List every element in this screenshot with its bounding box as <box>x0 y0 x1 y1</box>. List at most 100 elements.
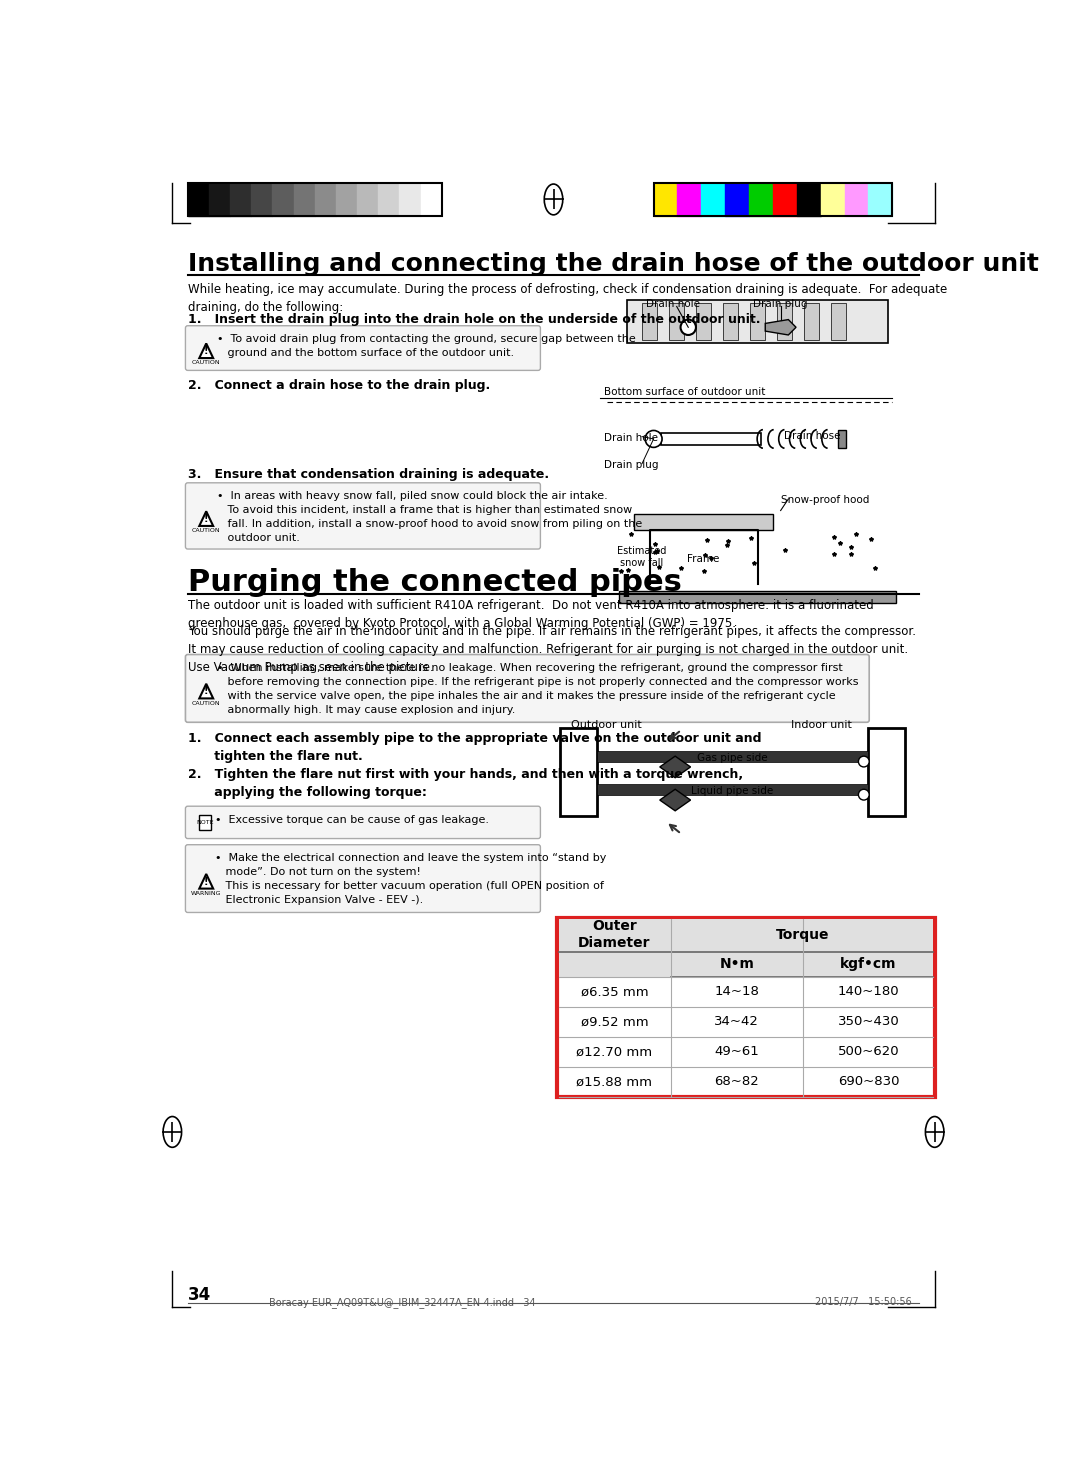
Text: 1.   Insert the drain plug into the drain hole on the underside of the outdoor u: 1. Insert the drain plug into the drain … <box>188 313 760 326</box>
Text: ø12.70 mm: ø12.70 mm <box>577 1045 652 1058</box>
Bar <box>696 304 712 341</box>
Bar <box>661 432 761 446</box>
Bar <box>559 728 596 816</box>
Text: 68~82: 68~82 <box>714 1076 759 1088</box>
Text: 500~620: 500~620 <box>838 1045 900 1058</box>
Bar <box>838 430 846 449</box>
Text: Torque: Torque <box>777 928 829 942</box>
Bar <box>723 304 739 341</box>
Text: 1.   Connect each assembly pipe to the appropriate valve on the outdoor unit and: 1. Connect each assembly pipe to the app… <box>188 732 761 763</box>
Bar <box>773 183 797 215</box>
Bar <box>357 183 378 215</box>
Text: Outdoor unit: Outdoor unit <box>571 720 642 731</box>
Bar <box>619 592 896 602</box>
Text: Drain hose: Drain hose <box>784 431 841 441</box>
Bar <box>642 304 658 341</box>
Bar <box>868 183 892 215</box>
Text: N•m: N•m <box>719 956 754 971</box>
Text: You should purge the air in the indoor unit and in the pipe. If air remains in t: You should purge the air in the indoor u… <box>188 626 916 675</box>
Bar <box>294 183 314 215</box>
Text: 34~42: 34~42 <box>714 1015 759 1029</box>
Text: 350~430: 350~430 <box>838 1015 900 1029</box>
Text: 34: 34 <box>188 1286 211 1303</box>
Bar <box>188 183 442 215</box>
Text: Boracay EUR_AQ09T&U@_IBIM_32447A_EN-4.indd   34: Boracay EUR_AQ09T&U@_IBIM_32447A_EN-4.in… <box>269 1297 536 1308</box>
Bar <box>725 183 750 215</box>
Text: Estimated
snow fall: Estimated snow fall <box>618 546 666 568</box>
Polygon shape <box>200 511 213 525</box>
Bar <box>845 183 868 215</box>
Text: 2015/7/7   15:50:56: 2015/7/7 15:50:56 <box>815 1297 912 1308</box>
FancyBboxPatch shape <box>186 806 540 838</box>
Polygon shape <box>660 790 690 810</box>
Polygon shape <box>660 756 690 778</box>
Text: 3.   Ensure that condensation draining is adequate.: 3. Ensure that condensation draining is … <box>188 468 549 481</box>
Text: Installing and connecting the drain hose of the outdoor unit: Installing and connecting the drain hose… <box>188 252 1039 276</box>
Bar <box>750 183 773 215</box>
Text: !: ! <box>204 877 208 887</box>
Bar <box>831 304 846 341</box>
Bar <box>669 304 685 341</box>
Text: 140~180: 140~180 <box>838 986 900 998</box>
Bar <box>208 183 230 215</box>
Text: CAUTION: CAUTION <box>192 528 220 533</box>
Bar <box>804 952 933 977</box>
Bar <box>672 952 802 977</box>
Bar <box>777 304 793 341</box>
Circle shape <box>859 790 869 800</box>
Text: Ground: Ground <box>669 604 707 614</box>
Text: Snow-proof hood: Snow-proof hood <box>781 494 869 505</box>
Bar <box>672 920 933 952</box>
Polygon shape <box>200 874 213 889</box>
Circle shape <box>680 320 696 335</box>
Text: 49~61: 49~61 <box>714 1045 759 1058</box>
Bar <box>199 815 211 830</box>
Bar <box>378 183 400 215</box>
Bar <box>421 183 442 215</box>
Bar <box>558 920 672 952</box>
Bar <box>596 784 867 794</box>
Text: •  In areas with heavy snow fall, piled snow could block the air intake.
   To a: • In areas with heavy snow fall, piled s… <box>217 492 643 543</box>
Polygon shape <box>766 320 796 335</box>
Bar <box>336 183 357 215</box>
Text: •  When installing, make sure there is no leakage. When recovering the refrigera: • When installing, make sure there is no… <box>217 663 859 714</box>
Text: Drain hole: Drain hole <box>646 298 700 308</box>
Text: Purging the connected pipes: Purging the connected pipes <box>188 567 681 596</box>
Circle shape <box>645 431 662 447</box>
Text: 14~18: 14~18 <box>714 986 759 998</box>
Bar <box>804 304 819 341</box>
Text: 2.   Tighten the flare nut first with your hands, and then with a torque wrench,: 2. Tighten the flare nut first with your… <box>188 769 743 800</box>
Text: 2.   Connect a drain hose to the drain plug.: 2. Connect a drain hose to the drain plu… <box>188 379 490 391</box>
Text: Liquid pipe side: Liquid pipe side <box>691 787 773 796</box>
FancyBboxPatch shape <box>186 483 540 549</box>
Text: •  To avoid drain plug from contacting the ground, secure gap between the
   gro: • To avoid drain plug from contacting th… <box>217 334 636 359</box>
Circle shape <box>859 756 869 768</box>
Text: While heating, ice may accumulate. During the process of defrosting, check if co: While heating, ice may accumulate. Durin… <box>188 283 947 314</box>
Text: ø6.35 mm: ø6.35 mm <box>581 986 648 998</box>
Bar <box>557 918 934 1097</box>
Bar <box>821 183 845 215</box>
Bar <box>677 183 701 215</box>
Bar <box>314 183 336 215</box>
Text: Drain plug: Drain plug <box>754 298 808 308</box>
Text: The outdoor unit is loaded with sufficient R410A refrigerant.  Do not vent R410A: The outdoor unit is loaded with sufficie… <box>188 599 874 630</box>
Text: Bottom surface of outdoor unit: Bottom surface of outdoor unit <box>604 387 765 397</box>
Bar <box>272 183 294 215</box>
Polygon shape <box>634 514 773 530</box>
Text: Indoor unit: Indoor unit <box>791 720 851 731</box>
Bar <box>596 751 867 762</box>
Bar <box>701 183 725 215</box>
Bar <box>230 183 252 215</box>
Text: Frame: Frame <box>688 554 720 564</box>
Bar <box>653 183 677 215</box>
Bar <box>400 183 421 215</box>
Text: ø15.88 mm: ø15.88 mm <box>577 1076 652 1088</box>
Text: !: ! <box>204 514 208 524</box>
Polygon shape <box>200 683 213 698</box>
FancyBboxPatch shape <box>186 844 540 912</box>
Bar <box>797 183 821 215</box>
Bar <box>750 304 766 341</box>
Polygon shape <box>200 344 213 359</box>
Text: !: ! <box>204 347 208 356</box>
Text: WARNING: WARNING <box>191 890 221 896</box>
